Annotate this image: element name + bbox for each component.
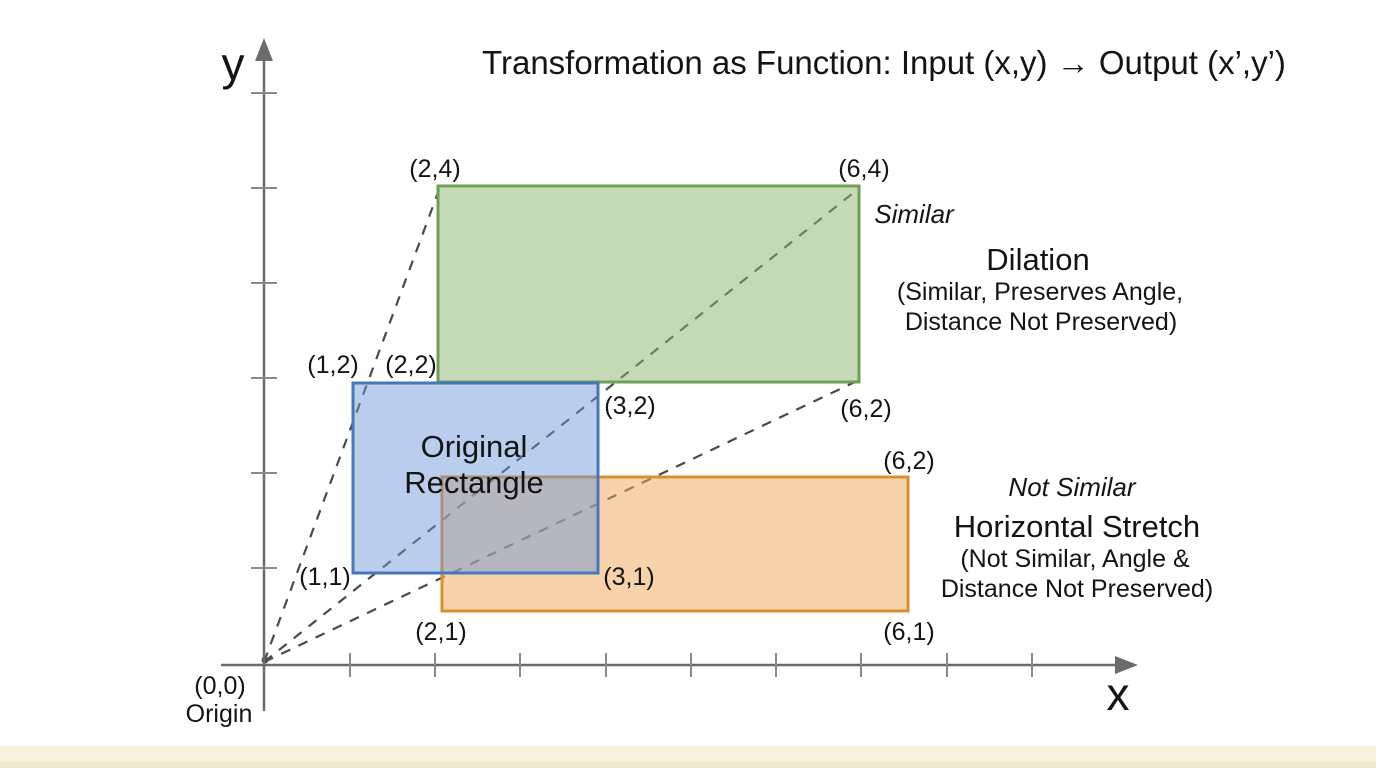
point-label-6-4: (6,4) — [838, 155, 889, 183]
point-label-3-1: (3,1) — [603, 563, 654, 591]
dilation-title: Dilation — [986, 242, 1089, 277]
point-label-1-2: (1,2) — [307, 351, 358, 379]
point-label-2-4: (2,4) — [409, 155, 460, 183]
point-label-6-2-dilation: (6,2) — [840, 395, 891, 423]
stretch-note-line2: Distance Not Preserved) — [941, 575, 1213, 603]
x-axis-arrowhead — [1115, 656, 1138, 674]
dilation-note-line2: Distance Not Preserved) — [905, 308, 1177, 336]
x-axis-label: x — [1107, 668, 1130, 720]
original-rect-label-line2: Rectangle — [404, 465, 544, 500]
similar-tag: Similar — [874, 199, 955, 229]
point-label-2-1: (2,1) — [415, 618, 466, 646]
diagram-title: Transformation as Function: Input (x,y) … — [482, 44, 1286, 81]
original-rect-label-line1: Original — [421, 429, 528, 464]
y-axis-ticks — [251, 92, 277, 569]
y-axis-arrowhead — [255, 38, 273, 61]
point-label-6-1: (6,1) — [883, 618, 934, 646]
point-label-6-2-stretch: (6,2) — [883, 447, 934, 475]
bottom-band-edge — [0, 762, 1376, 768]
stretch-title: Horizontal Stretch — [954, 509, 1200, 544]
x-axis-ticks — [349, 653, 1033, 677]
y-axis-label: y — [222, 38, 245, 90]
not-similar-tag: Not Similar — [1008, 472, 1136, 502]
stretch-note-line1: (Not Similar, Angle & — [960, 545, 1190, 573]
original-rectangle — [351, 381, 600, 575]
stretch-rectangle — [440, 475, 910, 613]
origin-name-label: Origin — [186, 700, 253, 728]
axes — [221, 38, 1138, 711]
dilation-note-line1: (Similar, Preserves Angle, — [897, 278, 1183, 306]
point-label-1-1: (1,1) — [299, 563, 350, 591]
point-label-3-2: (3,2) — [604, 392, 655, 420]
origin-coordinate-label: (0,0) — [194, 672, 245, 700]
dilation-rectangle — [436, 184, 861, 384]
point-label-2-2: (2,2) — [385, 351, 436, 379]
